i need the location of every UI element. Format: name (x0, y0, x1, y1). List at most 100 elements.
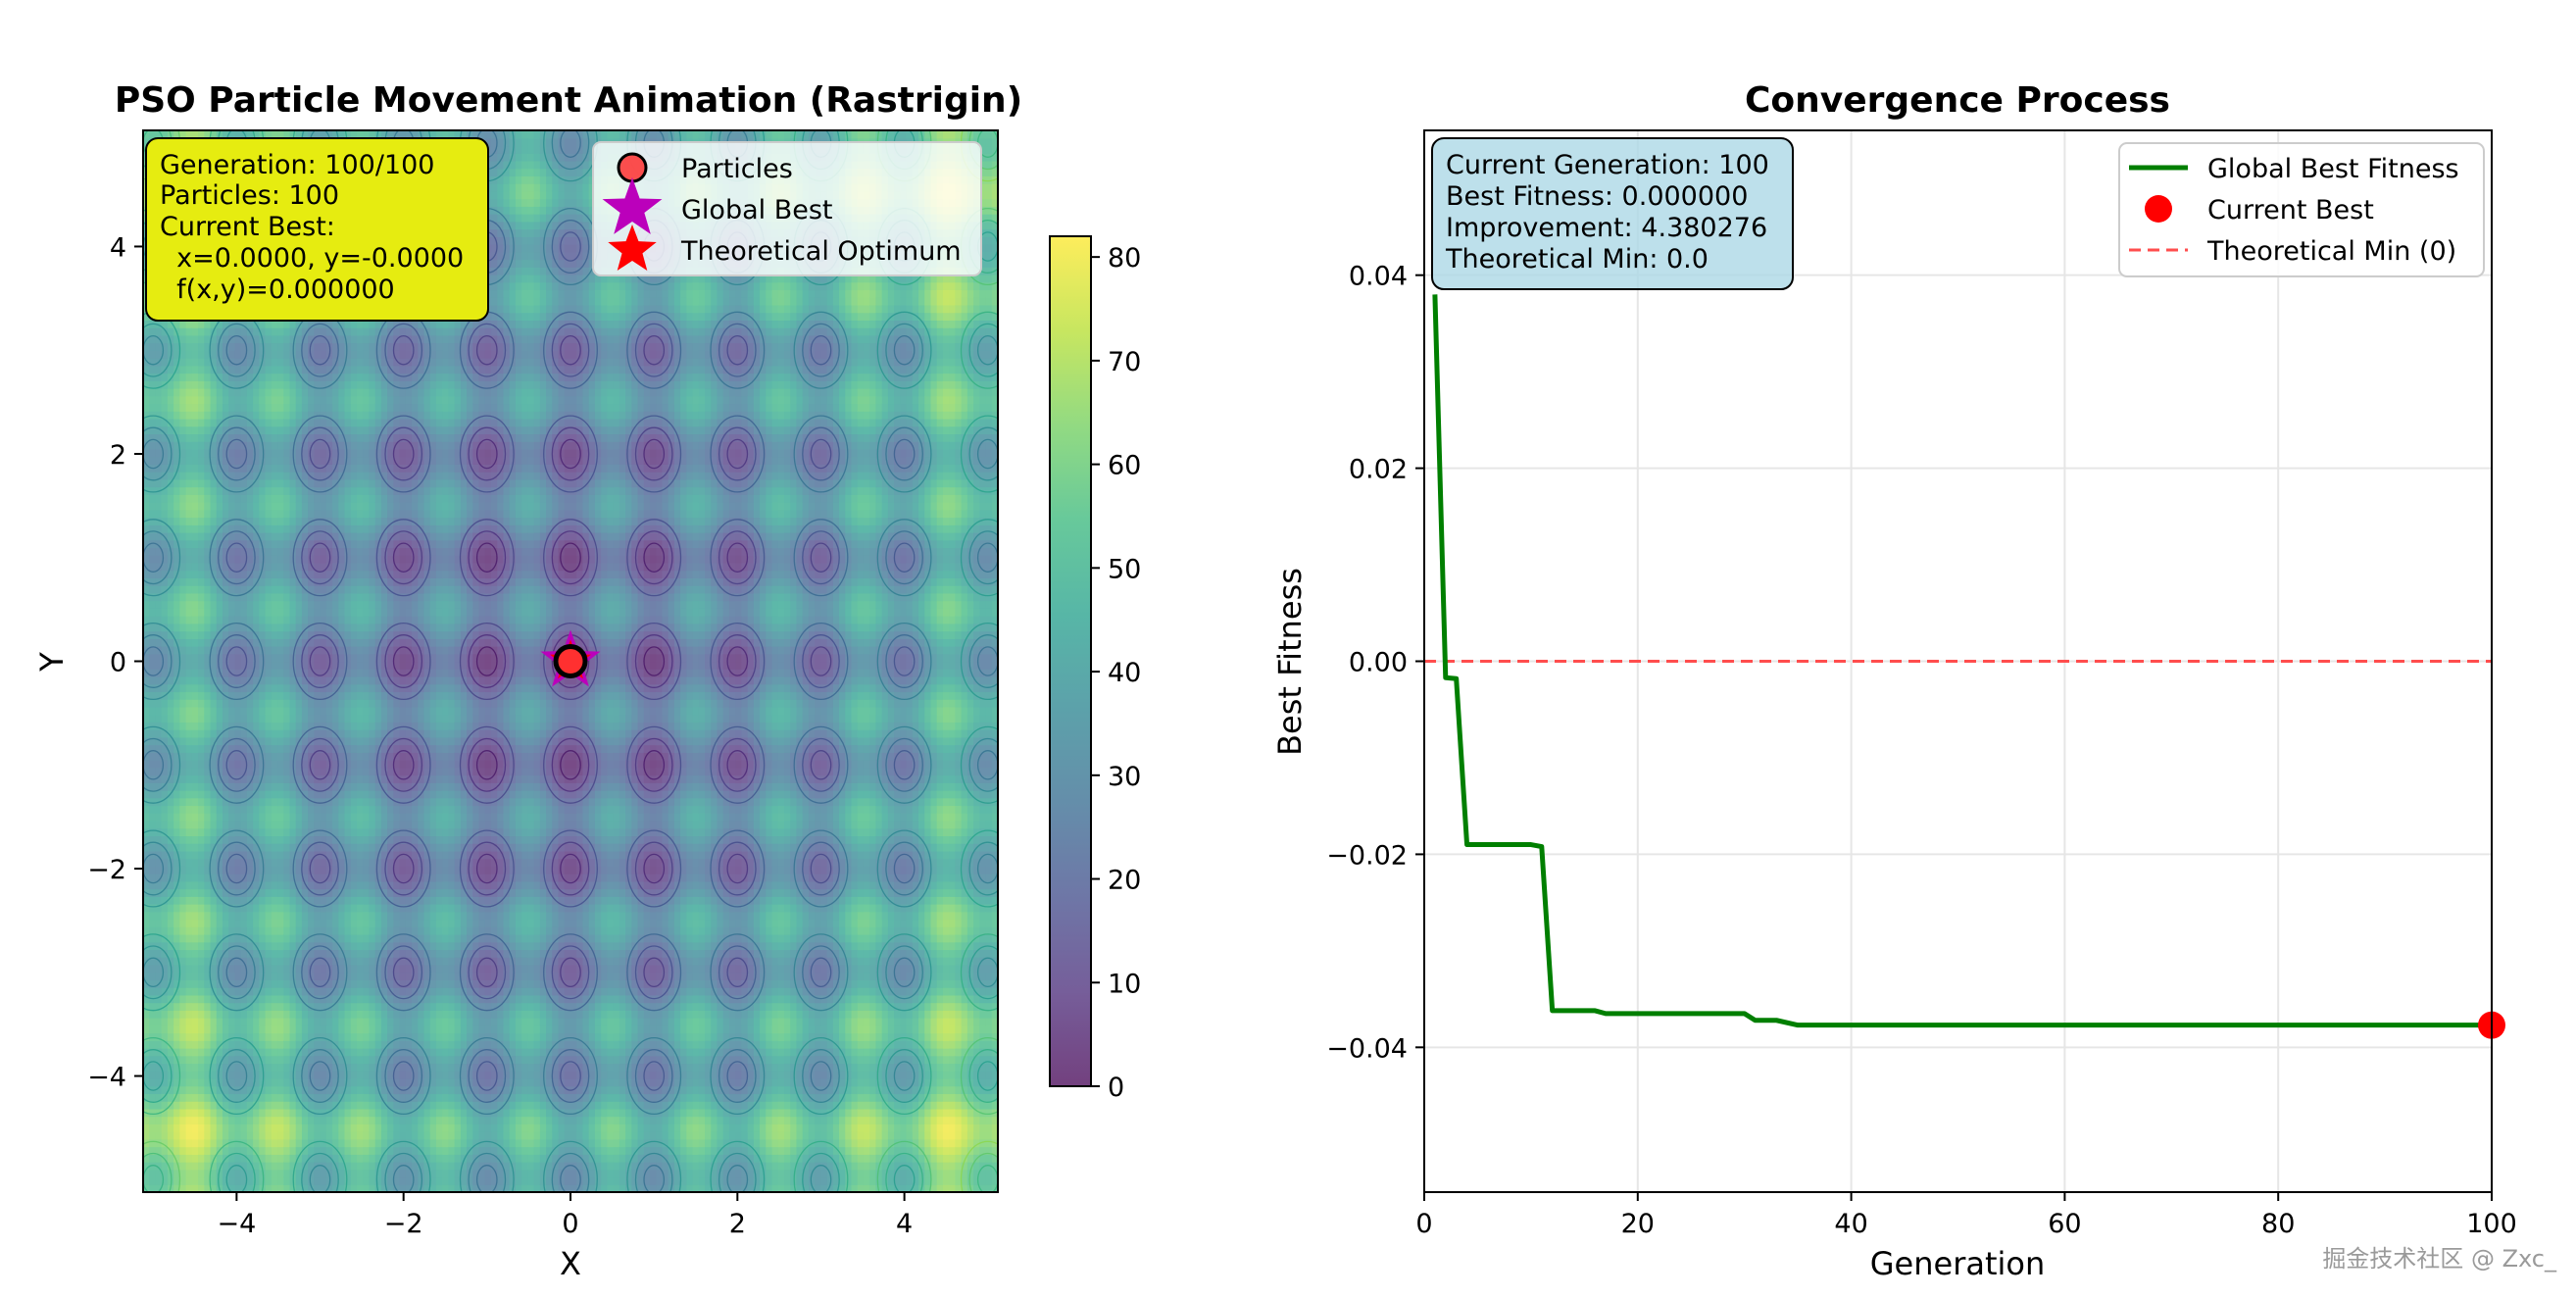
heatmap-cell (161, 919, 169, 927)
heatmap-cell (240, 949, 248, 958)
heatmap-cell (161, 1184, 169, 1192)
heatmap-cell (204, 1154, 212, 1163)
heatmap-cell (228, 630, 236, 639)
heatmap-cell (191, 820, 199, 829)
heatmap-cell (277, 858, 284, 867)
heatmap-cell (314, 858, 322, 867)
heatmap-cell (167, 1162, 174, 1171)
heatmap-cell (308, 1063, 315, 1072)
heatmap-cell (155, 813, 163, 822)
heatmap-cell (155, 880, 163, 890)
heatmap-cell (350, 1077, 358, 1087)
heatmap-cell (149, 752, 157, 761)
heatmap-cell (216, 350, 223, 359)
heatmap-cell (325, 411, 333, 420)
heatmap-cell (143, 312, 150, 321)
heatmap-cell (344, 327, 352, 336)
heatmap-cell (149, 486, 157, 495)
heatmap-cell (295, 880, 303, 890)
heatmap-cell (283, 774, 291, 783)
heatmap-cell (234, 957, 242, 966)
heatmap-cell (191, 835, 199, 844)
heatmap-cell (295, 675, 303, 685)
heatmap-cell (210, 835, 218, 844)
heatmap-cell (210, 350, 218, 359)
heatmap-cell (344, 411, 352, 420)
heatmap-cell (314, 486, 322, 495)
heatmap-cell (246, 1018, 254, 1026)
heatmap-cell (277, 880, 284, 890)
heatmap-cell (271, 1146, 278, 1155)
heatmap-cell (271, 585, 278, 594)
heatmap-cell (283, 327, 291, 336)
heatmap-cell (210, 502, 218, 511)
heatmap-cell (314, 592, 322, 602)
heatmap-cell (198, 850, 205, 860)
heatmap-cell (167, 1018, 174, 1026)
heatmap-cell (253, 774, 260, 783)
heatmap-cell (344, 1055, 352, 1065)
heatmap-cell (155, 843, 163, 852)
heatmap-cell (191, 866, 199, 874)
heatmap-cell (320, 1040, 327, 1049)
heatmap-cell (143, 653, 150, 663)
heatmap-cell (253, 334, 260, 344)
heatmap-cell (161, 638, 169, 647)
heatmap-cell (344, 1093, 352, 1102)
heatmap-cell (167, 1093, 174, 1102)
heatmap-cell (357, 805, 364, 814)
heatmap-cell (234, 342, 242, 351)
heatmap-cell (271, 1123, 278, 1132)
heatmap-cell (143, 411, 150, 420)
heatmap-cell (283, 547, 291, 556)
heatmap-cell (228, 1101, 236, 1110)
heatmap-cell (357, 577, 364, 586)
heatmap-cell (320, 790, 327, 799)
heatmap-cell (338, 653, 346, 663)
heatmap-cell (283, 964, 291, 974)
heatmap-cell (308, 539, 315, 549)
heatmap-cell (173, 509, 180, 519)
heatmap-cell (271, 904, 278, 913)
heatmap-cell (222, 767, 229, 776)
heatmap-cell (173, 1077, 180, 1087)
heatmap-cell (204, 706, 212, 716)
heatmap-cell (271, 926, 278, 935)
heatmap-cell (173, 926, 180, 935)
heatmap-cell (271, 744, 278, 753)
heatmap-cell (155, 866, 163, 874)
heatmap-cell (265, 562, 272, 572)
heatmap-cell (222, 1032, 229, 1041)
heatmap-cell (265, 661, 272, 670)
heatmap-cell (325, 926, 333, 935)
heatmap-cell (357, 623, 364, 632)
heatmap-cell (289, 722, 297, 730)
heatmap-cell (283, 1063, 291, 1072)
heatmap-cell (204, 448, 212, 458)
heatmap-cell (198, 1154, 205, 1163)
heatmap-cell (149, 1077, 157, 1087)
heatmap-cell (253, 1010, 260, 1019)
heatmap-cell (338, 760, 346, 769)
heatmap-cell (350, 820, 358, 829)
heatmap-cell (283, 502, 291, 511)
heatmap-cell (314, 570, 322, 579)
heatmap-cell (320, 555, 327, 564)
heatmap-cell (185, 683, 193, 693)
heatmap-cell (332, 957, 339, 966)
heatmap-cell (234, 1002, 242, 1011)
heatmap-cell (350, 433, 358, 442)
heatmap-cell (240, 524, 248, 533)
heatmap-cell (344, 843, 352, 852)
heatmap-cell (173, 441, 180, 450)
heatmap-cell (308, 1162, 315, 1171)
heatmap-cell (204, 904, 212, 913)
heatmap-cell (228, 941, 236, 951)
heatmap-cell (240, 979, 248, 988)
heatmap-cell (155, 562, 163, 572)
heatmap-cell (222, 539, 229, 549)
heatmap-cell (185, 395, 193, 405)
heatmap-cell (173, 1010, 180, 1019)
heatmap-cell (216, 373, 223, 381)
heatmap-cell (246, 933, 254, 943)
